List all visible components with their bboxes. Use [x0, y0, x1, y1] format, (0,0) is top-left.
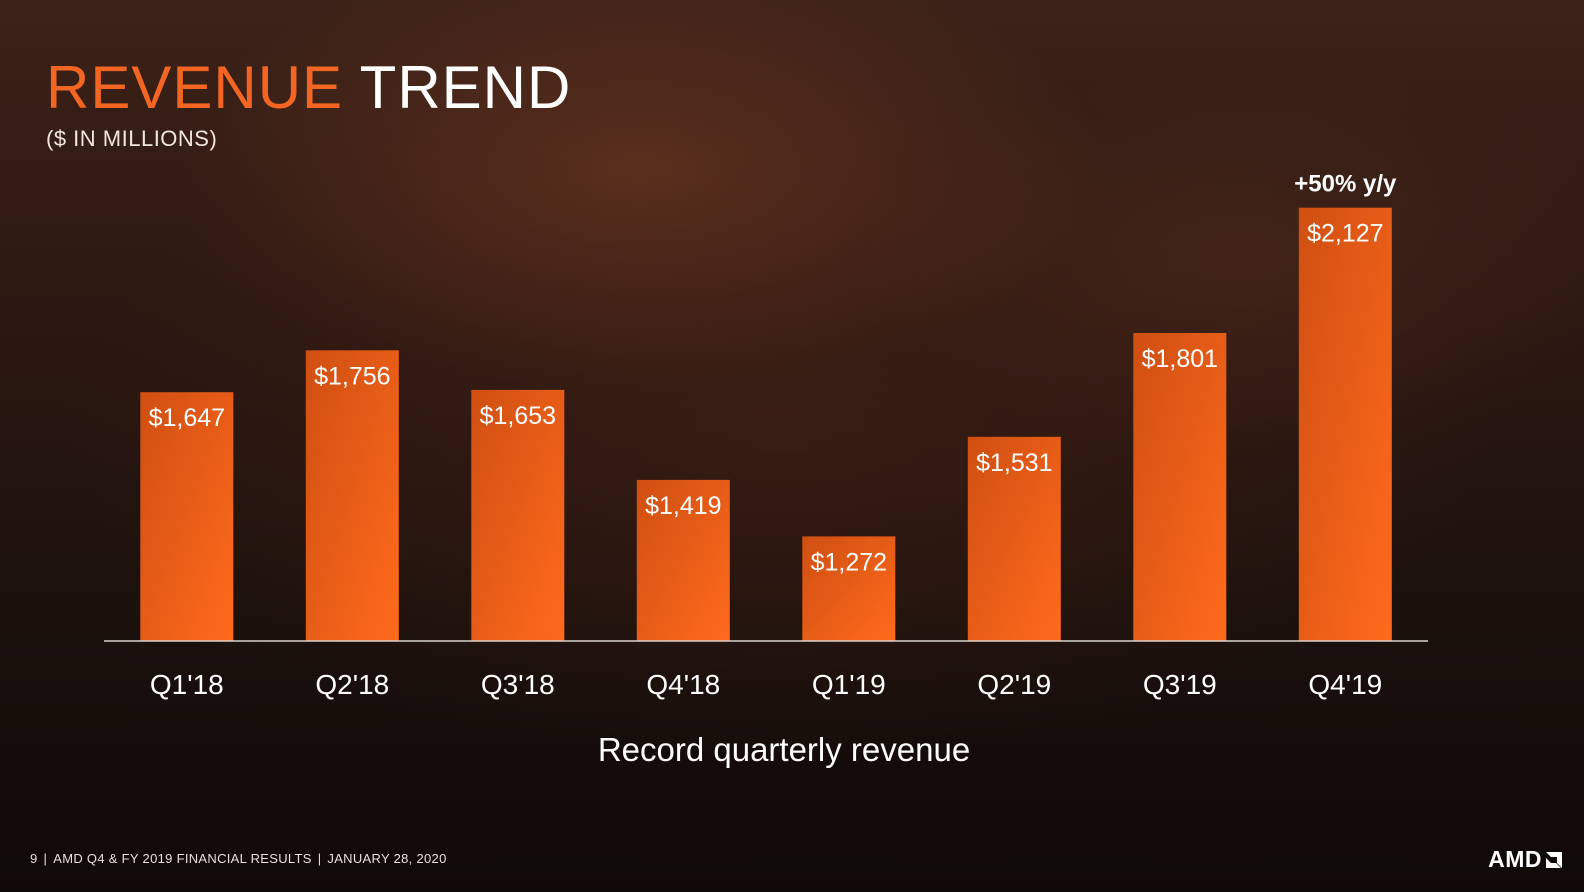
- category-label: Q3'18: [481, 669, 555, 700]
- data-label: $1,801: [1142, 345, 1218, 373]
- bars-group: [140, 207, 1392, 641]
- bar: [305, 350, 399, 641]
- footer-separator: |: [317, 851, 322, 866]
- footer-doc-title: AMD Q4 & FY 2019 FINANCIAL RESULTS: [53, 851, 312, 866]
- footer-page-number: 9: [30, 851, 38, 866]
- amd-logo: AMD: [1488, 846, 1564, 873]
- value-labels-group: $1,647 $1,756 $1,653 $1,419 $1,272 $1,531 $1,8…: [149, 220, 1384, 577]
- category-label: Q4'18: [646, 669, 720, 700]
- data-label: $1,653: [480, 402, 556, 430]
- page-title: REVENUE TREND: [46, 52, 571, 124]
- chart-caption: Record quarterly revenue: [598, 731, 970, 768]
- category-labels-group: Q1'18 Q2'18 Q3'18 Q4'18 Q1'19 Q2'19 Q3'19 Q4'19: [150, 669, 1382, 700]
- data-label: $1,647: [149, 404, 225, 432]
- data-label: $1,419: [645, 492, 721, 520]
- page-subtitle: ($ IN MILLIONS): [46, 126, 218, 151]
- category-label: Q2'19: [977, 669, 1051, 700]
- amd-arrow-icon: [1546, 851, 1562, 868]
- amd-logo-text: AMD: [1488, 846, 1542, 872]
- data-label: $2,127: [1307, 220, 1383, 248]
- category-label: Q4'19: [1308, 669, 1382, 700]
- bar: [1133, 333, 1227, 641]
- bar: [967, 436, 1061, 641]
- title-block: REVENUE TREND ($ IN MILLIONS): [46, 52, 571, 152]
- growth-annotation: +50% y/y: [1294, 171, 1397, 198]
- title-accent: REVENUE: [46, 54, 344, 121]
- category-label: Q3'19: [1143, 669, 1217, 700]
- bar: [636, 479, 730, 641]
- data-label: $1,531: [976, 449, 1052, 477]
- category-label: Q2'18: [315, 669, 389, 700]
- bar: [802, 536, 896, 641]
- bar: [471, 389, 565, 641]
- bar: [140, 392, 234, 641]
- footer-separator: |: [43, 851, 48, 866]
- data-label: $1,272: [811, 548, 887, 576]
- category-label: Q1'18: [150, 669, 224, 700]
- footer: 9 | AMD Q4 & FY 2019 FINANCIAL RESULTS | JAN…: [30, 851, 447, 866]
- category-label: Q1'19: [812, 669, 886, 700]
- data-label: $1,756: [314, 362, 390, 390]
- footer-date: JANUARY 28, 2020: [327, 851, 447, 866]
- bar: [1298, 207, 1392, 641]
- title-rest: TREND: [359, 54, 572, 121]
